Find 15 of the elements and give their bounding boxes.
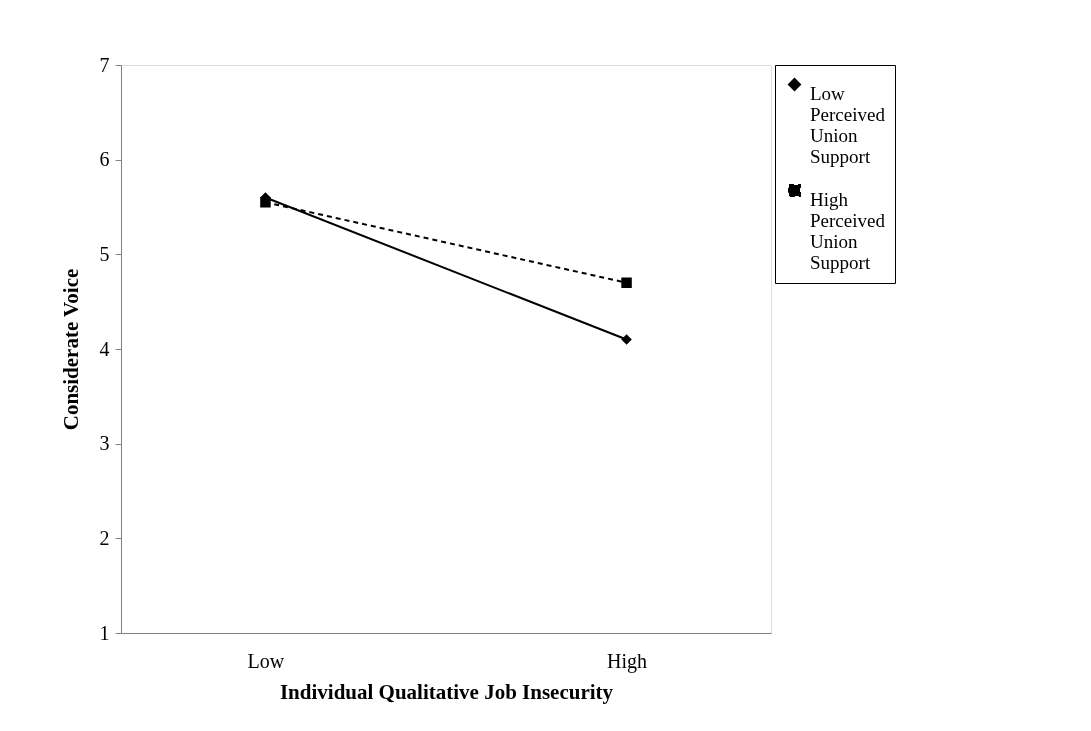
y-tick-label: 3 bbox=[99, 432, 110, 455]
legend-label: High Perceived Union Support bbox=[810, 188, 886, 273]
x-tick-label: Low bbox=[247, 649, 285, 672]
x-tick-label: High bbox=[607, 649, 648, 673]
y-tick-label: 1 bbox=[99, 621, 110, 644]
y-tick-label: 7 bbox=[99, 53, 110, 76]
point bbox=[621, 277, 632, 288]
y-tick-label: 5 bbox=[99, 242, 110, 265]
y-tick-label: 6 bbox=[99, 148, 110, 171]
point bbox=[621, 334, 632, 345]
x-axis-title: Individual Qualitative Job Insecurity bbox=[279, 679, 614, 704]
y-tick-label: 2 bbox=[99, 526, 110, 549]
y-tick-label: 4 bbox=[99, 337, 110, 360]
y-axis-title: Considerate Voice bbox=[58, 268, 83, 431]
legend-label: Low Perceived Union Support bbox=[810, 82, 886, 167]
